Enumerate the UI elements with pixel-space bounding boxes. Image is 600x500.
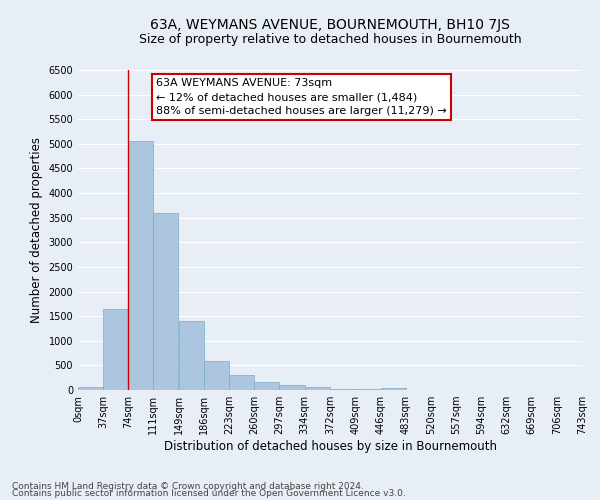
Text: Contains public sector information licensed under the Open Government Licence v3: Contains public sector information licen… [12,490,406,498]
Bar [229,375,254,390]
Bar [128,141,153,390]
Bar [103,310,128,390]
Text: 63A WEYMANS AVENUE: 73sqm
← 12% of detached houses are smaller (1,484)
88% of se: 63A WEYMANS AVENUE: 73sqm ← 12% of detac… [156,78,447,116]
Bar [179,321,204,390]
Bar [305,388,329,390]
Bar [204,361,229,390]
Bar [78,386,103,390]
Bar [331,389,355,390]
Bar [380,388,406,390]
Bar [280,385,305,390]
Bar [254,382,280,390]
Bar [153,213,178,390]
Text: Size of property relative to detached houses in Bournemouth: Size of property relative to detached ho… [139,32,521,46]
X-axis label: Distribution of detached houses by size in Bournemouth: Distribution of detached houses by size … [163,440,497,453]
Text: 63A, WEYMANS AVENUE, BOURNEMOUTH, BH10 7JS: 63A, WEYMANS AVENUE, BOURNEMOUTH, BH10 7… [150,18,510,32]
Y-axis label: Number of detached properties: Number of detached properties [30,137,43,323]
Text: Contains HM Land Registry data © Crown copyright and database right 2024.: Contains HM Land Registry data © Crown c… [12,482,364,491]
